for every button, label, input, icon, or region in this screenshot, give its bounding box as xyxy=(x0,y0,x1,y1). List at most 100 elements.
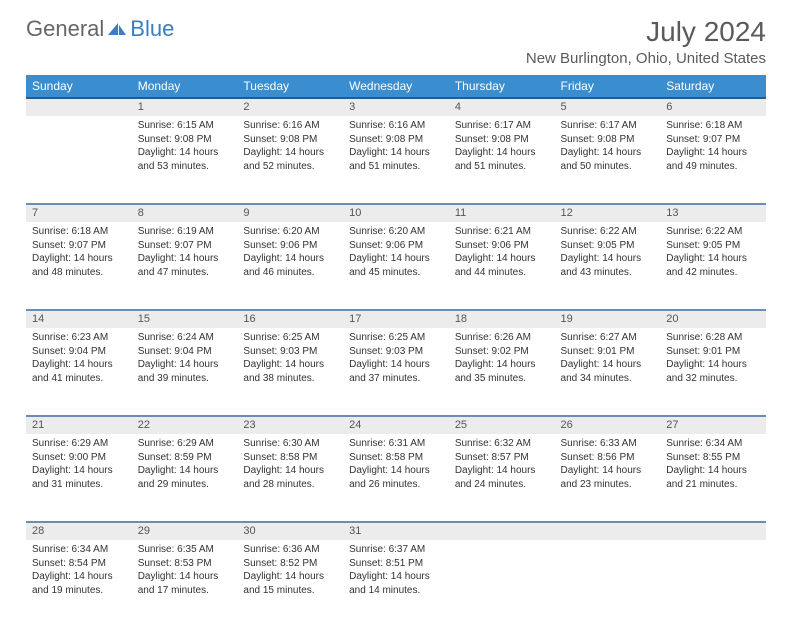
sunrise-text: Sunrise: 6:34 AM xyxy=(666,437,760,451)
day-number: 10 xyxy=(343,204,449,222)
day-number: 24 xyxy=(343,416,449,434)
day2-text: and 37 minutes. xyxy=(349,372,443,386)
header-monday: Monday xyxy=(132,75,238,98)
day1-text: Daylight: 14 hours xyxy=(138,252,232,266)
day-cell: Sunrise: 6:17 AMSunset: 9:08 PMDaylight:… xyxy=(449,116,555,204)
day-number: 14 xyxy=(26,310,132,328)
day2-text: and 51 minutes. xyxy=(349,160,443,174)
day-number: 3 xyxy=(343,98,449,116)
day-cell: Sunrise: 6:34 AMSunset: 8:55 PMDaylight:… xyxy=(660,434,766,522)
sunset-text: Sunset: 9:01 PM xyxy=(561,345,655,359)
sunrise-text: Sunrise: 6:22 AM xyxy=(561,225,655,239)
header-thursday: Thursday xyxy=(449,75,555,98)
logo-text-general: General xyxy=(26,16,104,42)
day1-text: Daylight: 14 hours xyxy=(138,464,232,478)
day-number: 13 xyxy=(660,204,766,222)
day-number: 17 xyxy=(343,310,449,328)
day-number: 21 xyxy=(26,416,132,434)
day-cell: Sunrise: 6:22 AMSunset: 9:05 PMDaylight:… xyxy=(555,222,661,310)
day-content-row: Sunrise: 6:18 AMSunset: 9:07 PMDaylight:… xyxy=(26,222,766,310)
header-tuesday: Tuesday xyxy=(237,75,343,98)
daynum-row: 123456 xyxy=(26,98,766,116)
day-cell: Sunrise: 6:16 AMSunset: 9:08 PMDaylight:… xyxy=(237,116,343,204)
day2-text: and 45 minutes. xyxy=(349,266,443,280)
sunset-text: Sunset: 9:08 PM xyxy=(243,133,337,147)
day1-text: Daylight: 14 hours xyxy=(32,252,126,266)
sunset-text: Sunset: 9:01 PM xyxy=(666,345,760,359)
sunrise-text: Sunrise: 6:25 AM xyxy=(243,331,337,345)
day1-text: Daylight: 14 hours xyxy=(455,252,549,266)
day1-text: Daylight: 14 hours xyxy=(561,146,655,160)
day1-text: Daylight: 14 hours xyxy=(455,146,549,160)
day-number: 25 xyxy=(449,416,555,434)
day-number: 2 xyxy=(237,98,343,116)
day-number: 5 xyxy=(555,98,661,116)
sunset-text: Sunset: 9:07 PM xyxy=(666,133,760,147)
day-number: 7 xyxy=(26,204,132,222)
day1-text: Daylight: 14 hours xyxy=(349,464,443,478)
daynum-row: 21222324252627 xyxy=(26,416,766,434)
day-cell xyxy=(660,540,766,628)
day-cell xyxy=(449,540,555,628)
sunset-text: Sunset: 9:08 PM xyxy=(561,133,655,147)
day1-text: Daylight: 14 hours xyxy=(32,464,126,478)
day-number: 6 xyxy=(660,98,766,116)
day-cell: Sunrise: 6:27 AMSunset: 9:01 PMDaylight:… xyxy=(555,328,661,416)
sunset-text: Sunset: 8:58 PM xyxy=(243,451,337,465)
sunset-text: Sunset: 9:08 PM xyxy=(349,133,443,147)
sunset-text: Sunset: 8:57 PM xyxy=(455,451,549,465)
sunrise-text: Sunrise: 6:36 AM xyxy=(243,543,337,557)
sunset-text: Sunset: 9:07 PM xyxy=(138,239,232,253)
day2-text: and 44 minutes. xyxy=(455,266,549,280)
day-number xyxy=(26,98,132,116)
day1-text: Daylight: 14 hours xyxy=(561,252,655,266)
day-cell: Sunrise: 6:22 AMSunset: 9:05 PMDaylight:… xyxy=(660,222,766,310)
day-cell: Sunrise: 6:35 AMSunset: 8:53 PMDaylight:… xyxy=(132,540,238,628)
day-cell: Sunrise: 6:28 AMSunset: 9:01 PMDaylight:… xyxy=(660,328,766,416)
day2-text: and 46 minutes. xyxy=(243,266,337,280)
sunset-text: Sunset: 9:08 PM xyxy=(455,133,549,147)
day-cell: Sunrise: 6:25 AMSunset: 9:03 PMDaylight:… xyxy=(237,328,343,416)
sunset-text: Sunset: 8:56 PM xyxy=(561,451,655,465)
sunrise-text: Sunrise: 6:27 AM xyxy=(561,331,655,345)
sunrise-text: Sunrise: 6:29 AM xyxy=(32,437,126,451)
sail-icon xyxy=(106,21,128,37)
sunrise-text: Sunrise: 6:33 AM xyxy=(561,437,655,451)
day2-text: and 53 minutes. xyxy=(138,160,232,174)
day1-text: Daylight: 14 hours xyxy=(666,252,760,266)
day1-text: Daylight: 14 hours xyxy=(243,570,337,584)
header-sunday: Sunday xyxy=(26,75,132,98)
day-cell: Sunrise: 6:18 AMSunset: 9:07 PMDaylight:… xyxy=(26,222,132,310)
sunset-text: Sunset: 8:54 PM xyxy=(32,557,126,571)
day2-text: and 39 minutes. xyxy=(138,372,232,386)
title-block: July 2024 New Burlington, Ohio, United S… xyxy=(526,16,766,67)
day-cell: Sunrise: 6:26 AMSunset: 9:02 PMDaylight:… xyxy=(449,328,555,416)
sunrise-text: Sunrise: 6:18 AM xyxy=(32,225,126,239)
day-number: 20 xyxy=(660,310,766,328)
sunset-text: Sunset: 9:04 PM xyxy=(32,345,126,359)
month-title: July 2024 xyxy=(526,16,766,48)
sunset-text: Sunset: 8:59 PM xyxy=(138,451,232,465)
sunset-text: Sunset: 8:58 PM xyxy=(349,451,443,465)
day-cell: Sunrise: 6:30 AMSunset: 8:58 PMDaylight:… xyxy=(237,434,343,522)
sunrise-text: Sunrise: 6:23 AM xyxy=(32,331,126,345)
day2-text: and 23 minutes. xyxy=(561,478,655,492)
day-number: 15 xyxy=(132,310,238,328)
sunrise-text: Sunrise: 6:31 AM xyxy=(349,437,443,451)
sunset-text: Sunset: 8:53 PM xyxy=(138,557,232,571)
day2-text: and 28 minutes. xyxy=(243,478,337,492)
sunset-text: Sunset: 9:00 PM xyxy=(32,451,126,465)
sunset-text: Sunset: 9:03 PM xyxy=(349,345,443,359)
day-number: 28 xyxy=(26,522,132,540)
sunrise-text: Sunrise: 6:16 AM xyxy=(349,119,443,133)
day1-text: Daylight: 14 hours xyxy=(243,146,337,160)
day-number: 27 xyxy=(660,416,766,434)
day-number: 8 xyxy=(132,204,238,222)
sunrise-text: Sunrise: 6:20 AM xyxy=(243,225,337,239)
day-number: 18 xyxy=(449,310,555,328)
day-number: 31 xyxy=(343,522,449,540)
day-number: 26 xyxy=(555,416,661,434)
day-number: 19 xyxy=(555,310,661,328)
day2-text: and 41 minutes. xyxy=(32,372,126,386)
day2-text: and 24 minutes. xyxy=(455,478,549,492)
